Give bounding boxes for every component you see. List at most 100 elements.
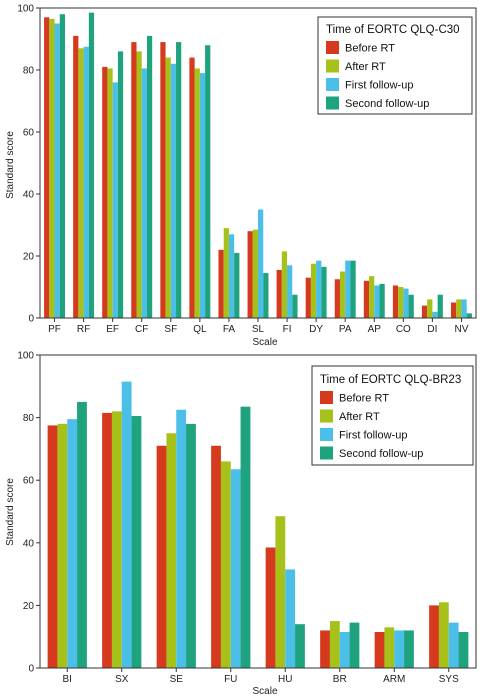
br23-bar-sys-after <box>438 602 449 668</box>
c30-legend-swatch-first <box>326 78 339 91</box>
br23-x-tick-label: FU <box>224 674 237 685</box>
br23-legend-swatch-after <box>320 409 333 423</box>
chart-c30: 0 20 40 60 80 100 PF RF EF CF SF QL FA SL FI DY PA AP CO DI… <box>5 4 477 348</box>
c30-x-tick-label: CO <box>396 324 411 335</box>
br23-x-tick-label: BI <box>63 674 72 685</box>
c30-legend-title: Time of EORTC QLQ-C30 <box>326 24 460 36</box>
c30-bar-pf-after <box>49 18 55 318</box>
c30-bar-ef-second <box>117 51 124 319</box>
c30-bar-di-after <box>427 299 433 318</box>
br23-bar-hu-first <box>285 569 296 668</box>
c30-y-tick-label: 20 <box>23 252 35 263</box>
c30-bar-fi-first <box>287 265 293 318</box>
c30-bar-nv-before <box>451 302 457 318</box>
chart-br23: 0 20 40 60 80 100 BI SX SE FU HU BR ARM SYS Standard … <box>5 351 477 697</box>
c30-x-tick-label: RF <box>77 324 90 335</box>
c30-bar-di-before <box>421 305 428 318</box>
c30-x-tick-label: DY <box>309 324 323 335</box>
br23-x-tick-label: SX <box>115 674 129 685</box>
c30-bar-sf-second <box>176 42 182 318</box>
c30-bar-pa-after <box>339 271 346 318</box>
br23-legend: Time of EORTC QLQ-BR23 Before RT After RT… <box>311 365 474 466</box>
br23-bar-arm-second <box>404 630 414 668</box>
br23-legend-label-before: Before RT <box>339 393 389 405</box>
br23-bar-arm-first <box>394 630 405 668</box>
br23-x-tick-label: SE <box>170 674 184 685</box>
br23-bars <box>47 381 469 668</box>
c30-bar-di-first <box>432 311 438 318</box>
c30-bar-nv-first <box>461 299 467 318</box>
c30-bar-fa-first <box>228 234 235 318</box>
br23-bar-br-before <box>320 630 330 668</box>
c30-bar-rf-after <box>78 48 84 319</box>
br23-bar-se-second <box>186 423 196 668</box>
c30-bar-ql-first <box>199 73 206 318</box>
br23-bar-se-before <box>156 445 167 668</box>
br23-legend-swatch-before <box>320 391 333 404</box>
c30-bar-ap-first <box>374 285 380 318</box>
c30-x-tick-label: EF <box>106 324 119 335</box>
c30-bar-dy-first <box>316 260 322 318</box>
c30-bar-sl-before <box>247 231 253 318</box>
c30-bar-sf-before <box>160 42 166 318</box>
c30-bar-sf-first <box>170 63 177 318</box>
br23-y-tick-label: 20 <box>23 601 35 612</box>
c30-bar-ef-before <box>102 66 108 319</box>
c30-bar-fa-after <box>223 228 229 318</box>
br23-bar-bi-second <box>77 401 87 668</box>
br23-legend-label-first: First follow-up <box>339 430 407 442</box>
c30-legend-label-after: After RT <box>345 61 386 73</box>
br23-bar-sx-second <box>131 416 142 668</box>
c30-x-tick-label: PA <box>339 324 352 335</box>
br23-y-tick-label: 0 <box>28 664 34 675</box>
c30-y-tick-label: 40 <box>23 190 35 201</box>
c30-bar-ap-after <box>369 276 375 318</box>
c30-bar-dy-after <box>310 263 317 318</box>
br23-bar-sys-second <box>458 632 469 668</box>
c30-bar-ap-second <box>379 283 385 318</box>
br23-legend-swatch-first <box>320 428 333 441</box>
br23-bar-fu-after <box>220 461 231 668</box>
c30-bar-nv-after <box>456 299 462 318</box>
c30-x-axis-title: Scale <box>252 337 277 348</box>
c30-bar-ef-after <box>107 68 113 318</box>
c30-bar-pf-first <box>54 23 60 318</box>
c30-bars <box>44 12 472 319</box>
c30-y-tick-label: 0 <box>28 314 34 325</box>
c30-bar-pa-first <box>345 260 351 318</box>
c30-y-tick-label: 100 <box>17 4 34 15</box>
c30-y-tick-label: 60 <box>23 128 35 139</box>
c30-bar-dy-second <box>321 266 327 318</box>
c30-bar-sf-after <box>165 57 171 318</box>
br23-bar-bi-first <box>67 419 78 668</box>
br23-bar-hu-second <box>295 624 305 668</box>
c30-legend-swatch-before <box>326 41 339 54</box>
c30-bar-ef-first <box>112 82 118 319</box>
c30-bar-nv-second <box>466 313 472 318</box>
br23-legend-swatch-second <box>320 446 333 460</box>
br23-y-tick-label: 60 <box>23 476 35 487</box>
br23-bar-br-second <box>349 622 360 668</box>
br23-y-tick-label: 80 <box>23 413 35 424</box>
br23-bar-fu-before <box>211 445 221 668</box>
c30-bar-sl-after <box>252 229 258 318</box>
br23-y-tick-label: 100 <box>17 351 34 362</box>
br23-bar-sys-before <box>429 605 439 668</box>
br23-bar-sys-first <box>448 622 459 668</box>
br23-bar-br-after <box>329 621 340 668</box>
c30-bar-sl-second <box>263 273 269 318</box>
br23-bar-hu-after <box>275 516 286 668</box>
br23-bar-sx-first <box>121 381 132 668</box>
c30-bar-ql-second <box>205 45 211 318</box>
c30-x-tick-label: FA <box>223 324 236 335</box>
c30-bar-fi-after <box>281 251 288 318</box>
br23-x-tick-label: ARM <box>383 674 405 685</box>
c30-bar-dy-before <box>305 277 311 318</box>
c30-bar-co-first <box>403 288 409 318</box>
br23-plot-frame <box>39 354 477 669</box>
c30-legend-swatch-second <box>326 96 339 110</box>
c30-legend-swatch-after <box>326 59 339 73</box>
c30-bar-fa-before <box>218 249 224 318</box>
br23-bar-bi-before <box>47 425 58 668</box>
